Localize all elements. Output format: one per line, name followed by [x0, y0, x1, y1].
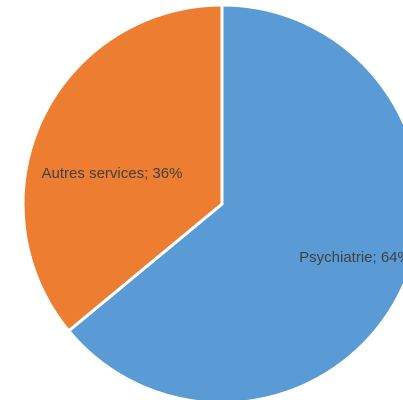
pie-slice	[21, 3, 224, 333]
pie-slice	[66, 3, 403, 400]
data-label: Autres services; 36%	[41, 165, 183, 182]
data-label: Psychiatrie; 64%	[299, 249, 403, 266]
